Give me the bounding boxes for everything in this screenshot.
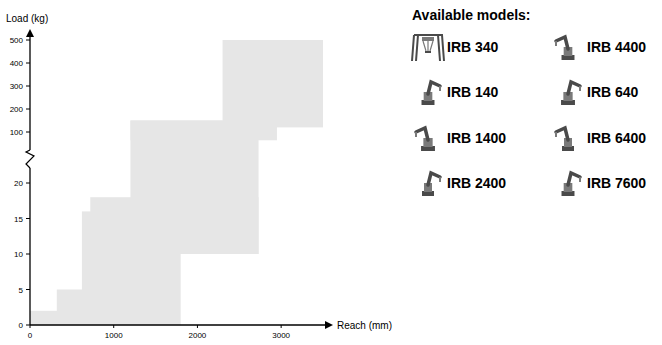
plot-area [30,40,323,325]
robot-icon [412,35,444,61]
icon-arm [568,173,580,185]
model-name: IRB 7600 [587,175,646,191]
model-name: IRB 6400 [587,130,646,146]
icon-tool [415,132,417,137]
y-tick-label: 20 [14,179,23,188]
y-tick-label: 100 [10,128,24,137]
robot-icon [562,173,580,196]
panel-title: Available models: [412,7,531,23]
icon-part [425,51,431,53]
robot-icon [422,82,440,105]
x-tick [30,325,31,328]
y-tick [26,86,30,87]
robot-icon [561,82,580,105]
icon-arm [568,82,580,94]
x-tick-label: 1000 [105,331,123,340]
y-tick [26,218,30,219]
x-tick [113,325,114,328]
y-tick [26,325,30,326]
y-tick-label: 5 [19,286,24,295]
x-tick-label: 0 [28,331,33,340]
icon-arm [428,82,440,94]
robot-icon [422,173,440,196]
model-name: IRB 140 [447,84,499,100]
y-tick-label: 400 [10,59,24,68]
y-tick-label: 200 [10,105,24,114]
chart-root: 0 5 10 15 20 100 200 300 400 500 0 1000 2000 3000 Load… [0,0,662,345]
model-name: IRB 340 [447,39,499,55]
model-name: IRB 640 [587,84,639,100]
icon-tool [555,41,557,46]
y-tick [26,289,30,290]
x-axis-arrow [325,321,333,329]
x-tick [281,325,282,328]
icon-tool [579,177,581,182]
icon-tool [579,86,581,91]
envelope-region [223,40,323,127]
x-tick-label: 3000 [272,331,290,340]
icon-arm [416,128,428,140]
model-name: IRB 2400 [447,175,506,191]
icon-part [423,41,433,51]
y-axis-line [29,34,30,150]
y-tick [26,132,30,133]
y-axis-line [29,168,30,325]
y-tick [26,254,30,255]
y-tick-label: 15 [14,215,23,224]
icon-arm [556,128,568,140]
icon-part [422,37,434,41]
y-tick-label: 300 [10,82,24,91]
icon-tool [439,86,441,91]
icon-arm [556,37,568,49]
icon-tool [555,132,557,137]
robot-icon [556,128,574,151]
y-tick [26,183,30,184]
robot-icon [416,128,435,151]
icon-arm [428,173,440,185]
model-name: IRB 1400 [447,130,506,146]
model-name: IRB 4400 [587,39,646,55]
icon-frame [412,35,444,61]
envelope-region [130,121,258,255]
x-tick-label: 2000 [189,331,207,340]
robot-icon [556,37,574,60]
icon-tool [439,177,441,182]
y-axis-title: Load (kg) [6,13,48,24]
x-tick [197,325,198,328]
axis-break [26,150,34,168]
y-tick [26,40,30,41]
y-tick-label: 0 [19,321,24,330]
y-axis-arrow [26,29,34,37]
y-tick [26,63,30,64]
y-tick [26,109,30,110]
y-tick-label: 500 [10,36,24,45]
x-axis-title: Reach (mm) [337,320,392,331]
y-tick-label: 10 [14,250,23,259]
